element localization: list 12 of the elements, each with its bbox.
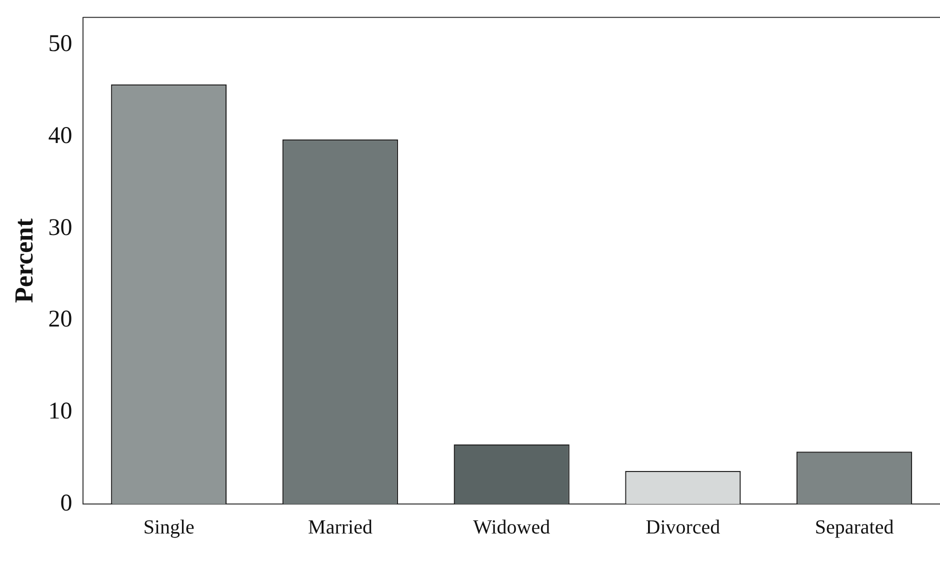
y-tick-label: 20 [48, 306, 72, 333]
y-tick-label: 50 [48, 31, 72, 58]
y-tick-label: 40 [48, 123, 72, 150]
x-tick-label: Single [143, 516, 195, 538]
y-tick-label: 0 [60, 490, 72, 516]
x-tick-label: Separated [814, 516, 894, 538]
y-tick-label: 30 [48, 214, 72, 241]
y-tick-label: 10 [48, 398, 72, 424]
x-tick-label: Divorced [646, 516, 720, 538]
x-tick-label: Married [308, 516, 372, 538]
x-tick-label: Widowed [473, 516, 550, 538]
y-axis-title: Percent [9, 218, 38, 304]
